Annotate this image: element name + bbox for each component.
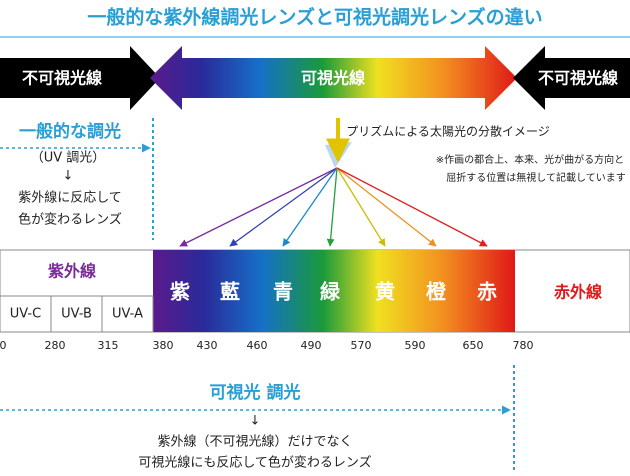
uv-band-label: UV-A — [112, 307, 143, 322]
color-label: 藍 — [220, 280, 240, 304]
right-arrow — [513, 46, 630, 110]
ray — [229, 167, 338, 247]
wavelengths: 0 280 315 380 430 460 490 570 590 650 780 — [0, 339, 534, 352]
vis-title: 可視光 調光 — [210, 382, 301, 403]
wavelength: 570 — [351, 339, 372, 352]
wavelength: 460 — [247, 339, 268, 352]
wavelength: 280 — [45, 339, 66, 352]
color-labels: 紫藍青緑黄橙赤 — [170, 280, 497, 304]
uv-label: 紫外線 — [48, 262, 96, 281]
rays — [179, 167, 488, 247]
prism-note: 屈折する位置は無視して記載しています — [446, 171, 625, 184]
center-arrow — [150, 46, 517, 110]
color-label: 紫 — [170, 280, 190, 304]
color-label: 黄 — [375, 280, 395, 304]
ir-label: 赤外線 — [554, 283, 602, 302]
vis-line: 紫外線（不可視光線）だけでなく — [157, 434, 352, 450]
arrow-label: 不可視光線 — [22, 69, 102, 88]
arrow-label: 不可視光線 — [538, 69, 618, 88]
visible-band — [153, 250, 515, 332]
wavelength: 490 — [301, 339, 322, 352]
uv-band-label: UV-C — [10, 307, 41, 322]
uv-subtitle: （UV 調光） — [31, 151, 106, 166]
color-label: 緑 — [320, 280, 341, 304]
ray — [326, 167, 338, 247]
uv-band-label: UV-B — [61, 307, 92, 322]
wavelength: 650 — [463, 339, 484, 352]
ray — [336, 167, 437, 247]
uv-arrow: ↓ — [63, 169, 74, 184]
uv-line: 色が変わるレンズ — [18, 212, 122, 228]
uv-line: 紫外線に反応して — [18, 190, 122, 206]
color-label: 青 — [273, 280, 293, 304]
vis-line: 可視光線にも反応して色が変わるレンズ — [138, 455, 371, 471]
wavelength: 590 — [405, 339, 426, 352]
ray — [336, 167, 386, 247]
ray — [179, 167, 338, 247]
color-label: 赤 — [477, 280, 497, 304]
arrow-label: 可視光線 — [301, 69, 365, 88]
uv-title: 一般的な調光 — [19, 121, 121, 142]
ray — [336, 167, 488, 247]
vis-arrow: ↓ — [250, 414, 261, 429]
color-label: 橙 — [426, 280, 447, 304]
title: 一般的な紫外線調光レンズと可視光調光レンズの違い — [87, 6, 542, 29]
ray — [282, 167, 338, 247]
uv-bands: UV-C UV-B UV-A — [0, 295, 154, 333]
uv-band — [101, 295, 154, 333]
left-arrow — [0, 46, 160, 110]
wavelength: 780 — [513, 339, 534, 352]
wavelength: 315 — [98, 339, 119, 352]
prism-caption: プリズムによる太陽光の分散イメージ — [346, 124, 549, 139]
wavelength: 0 — [0, 339, 7, 352]
prism-note: ※作画の都合上、本来、光が曲がる方向と — [436, 153, 624, 166]
wavelength: 380 — [153, 339, 174, 352]
wavelength: 430 — [197, 339, 218, 352]
